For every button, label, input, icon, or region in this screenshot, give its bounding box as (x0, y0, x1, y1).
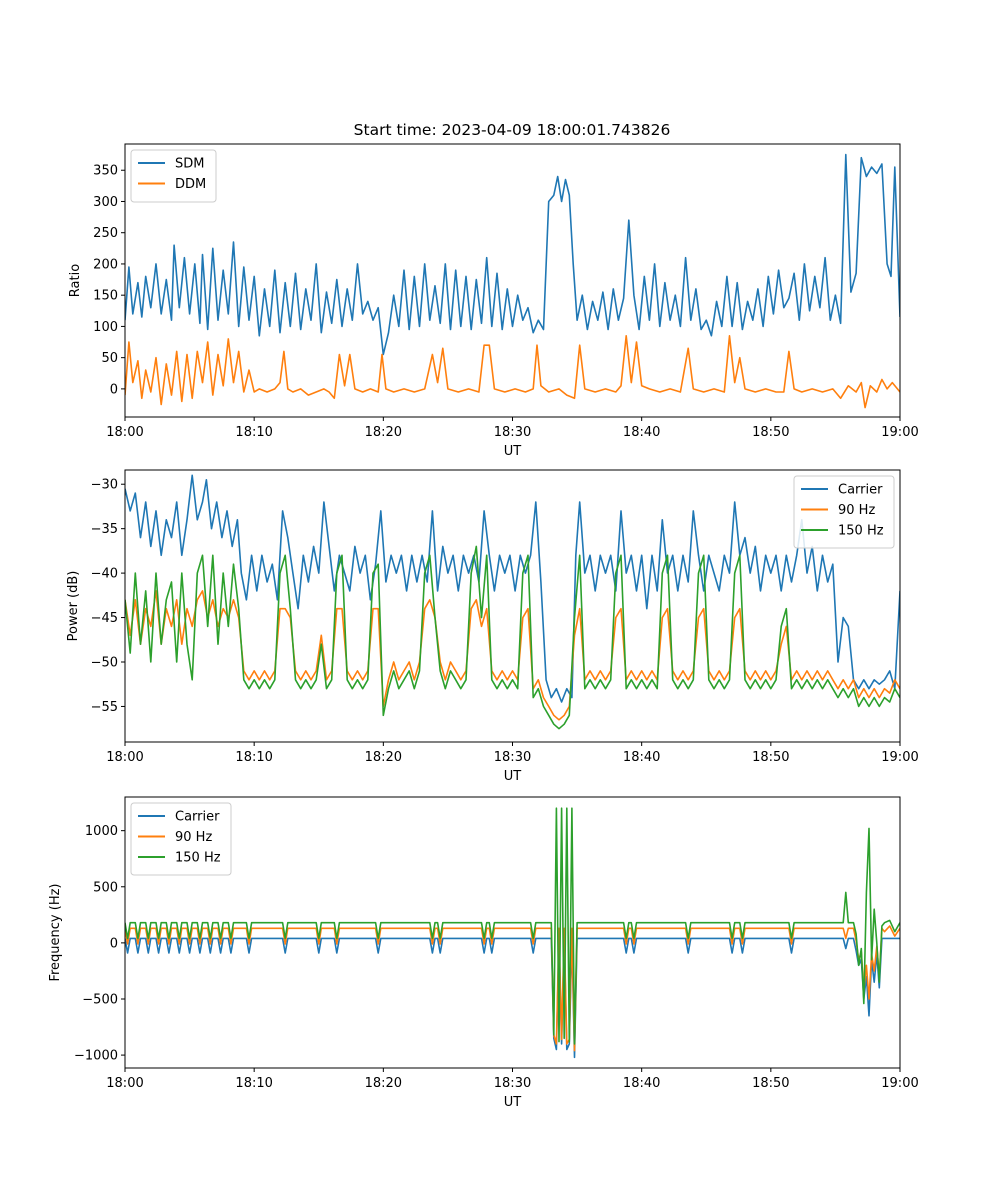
series-line-150-hz (125, 545, 900, 730)
series-group (125, 474, 900, 730)
y-tick-label: −500 (82, 992, 118, 1007)
frequency-panel: 18:00 18:10 18:20 18:30 18:40 18:50 19:00 −1000… (48, 796, 919, 1110)
x-axis-label: UT (504, 444, 522, 459)
y-tick-label: −50 (91, 656, 118, 671)
series-line-90-hz (125, 925, 900, 1052)
legend: SDM DDM (130, 149, 217, 203)
x-tick-label: 18:50 (752, 1076, 789, 1091)
series-line-sdm (125, 153, 900, 356)
x-tick-label: 19:00 (881, 750, 918, 765)
legend: Carrier 90 Hz 150 Hz (793, 475, 895, 549)
y-tick-label: −40 (91, 567, 118, 582)
x-tick-label: 18:10 (235, 750, 272, 765)
x-tick-label: 18:40 (623, 750, 660, 765)
y-axis-label: Power (dB) (66, 571, 81, 642)
axes-frame (124, 796, 901, 1069)
series-line-carrier (125, 937, 900, 1059)
series-line-carrier (125, 474, 900, 703)
x-tick-label: 19:00 (881, 1076, 918, 1091)
figure-title: Start time: 2023-04-09 18:00:01.743826 (354, 121, 671, 139)
legend-label: Carrier (838, 483, 883, 498)
power-panel: 18:00 18:10 18:20 18:30 18:40 18:50 19:00 −55 −5… (66, 469, 919, 784)
legend-label: 90 Hz (838, 503, 875, 518)
y-tick-label: −45 (91, 611, 118, 626)
y-tick-label: −35 (91, 522, 118, 537)
x-tick-label: 18:10 (235, 425, 272, 440)
y-tick-label: 200 (93, 257, 118, 272)
x-tick-label: 18:30 (494, 425, 531, 440)
legend-label: SDM (175, 157, 204, 172)
x-tick-label: 18:00 (106, 1076, 143, 1091)
legend-label: 90 Hz (175, 830, 212, 845)
x-tick-label: 18:40 (623, 1076, 660, 1091)
legend: Carrier 90 Hz 150 Hz (130, 802, 232, 876)
y-tick-label: 0 (110, 382, 118, 397)
x-axis-label: UT (504, 769, 522, 784)
y-tick-label: 100 (93, 320, 118, 335)
series-line-150-hz (125, 807, 900, 1045)
series-line-ddm (125, 335, 900, 409)
x-tick-label: 18:30 (494, 1076, 531, 1091)
x-tick-label: 18:10 (235, 1076, 272, 1091)
series-group (125, 807, 900, 1059)
x-tick-label: 18:50 (752, 750, 789, 765)
series-group (125, 153, 900, 409)
x-tick-label: 18:30 (494, 750, 531, 765)
x-axis-label: UT (504, 1095, 522, 1110)
y-tick-label: −1000 (74, 1049, 118, 1064)
y-tick-label: 350 (93, 164, 118, 179)
x-tick-label: 18:20 (365, 750, 402, 765)
y-tick-label: −55 (91, 700, 118, 715)
legend-label: 150 Hz (175, 851, 221, 866)
y-tick-label: 250 (93, 226, 118, 241)
x-tick-label: 18:20 (365, 425, 402, 440)
y-tick-label: 0 (110, 936, 118, 951)
legend-label: DDM (175, 177, 206, 192)
y-tick-label: 500 (93, 880, 118, 895)
ratio-panel: 18:00 18:10 18:20 18:30 18:40 18:50 19:00 0 50 10… (68, 143, 919, 459)
x-tick-label: 18:00 (106, 750, 143, 765)
y-tick-label: 300 (93, 195, 118, 210)
series-line-90-hz (125, 590, 900, 721)
x-tick-label: 18:20 (365, 1076, 402, 1091)
y-tick-label: 150 (93, 289, 118, 304)
y-tick-label: 50 (101, 351, 118, 366)
axes-frame (124, 469, 901, 743)
y-tick-label: 1000 (85, 824, 118, 839)
y-axis-label: Ratio (68, 264, 83, 297)
x-tick-label: 19:00 (881, 425, 918, 440)
legend-label: Carrier (175, 810, 220, 825)
y-axis-label: Frequency (Hz) (48, 883, 63, 981)
legend-label: 150 Hz (838, 524, 884, 539)
x-tick-label: 18:50 (752, 425, 789, 440)
y-tick-label: −30 (91, 478, 118, 493)
x-tick-label: 18:00 (106, 425, 143, 440)
x-tick-label: 18:40 (623, 425, 660, 440)
